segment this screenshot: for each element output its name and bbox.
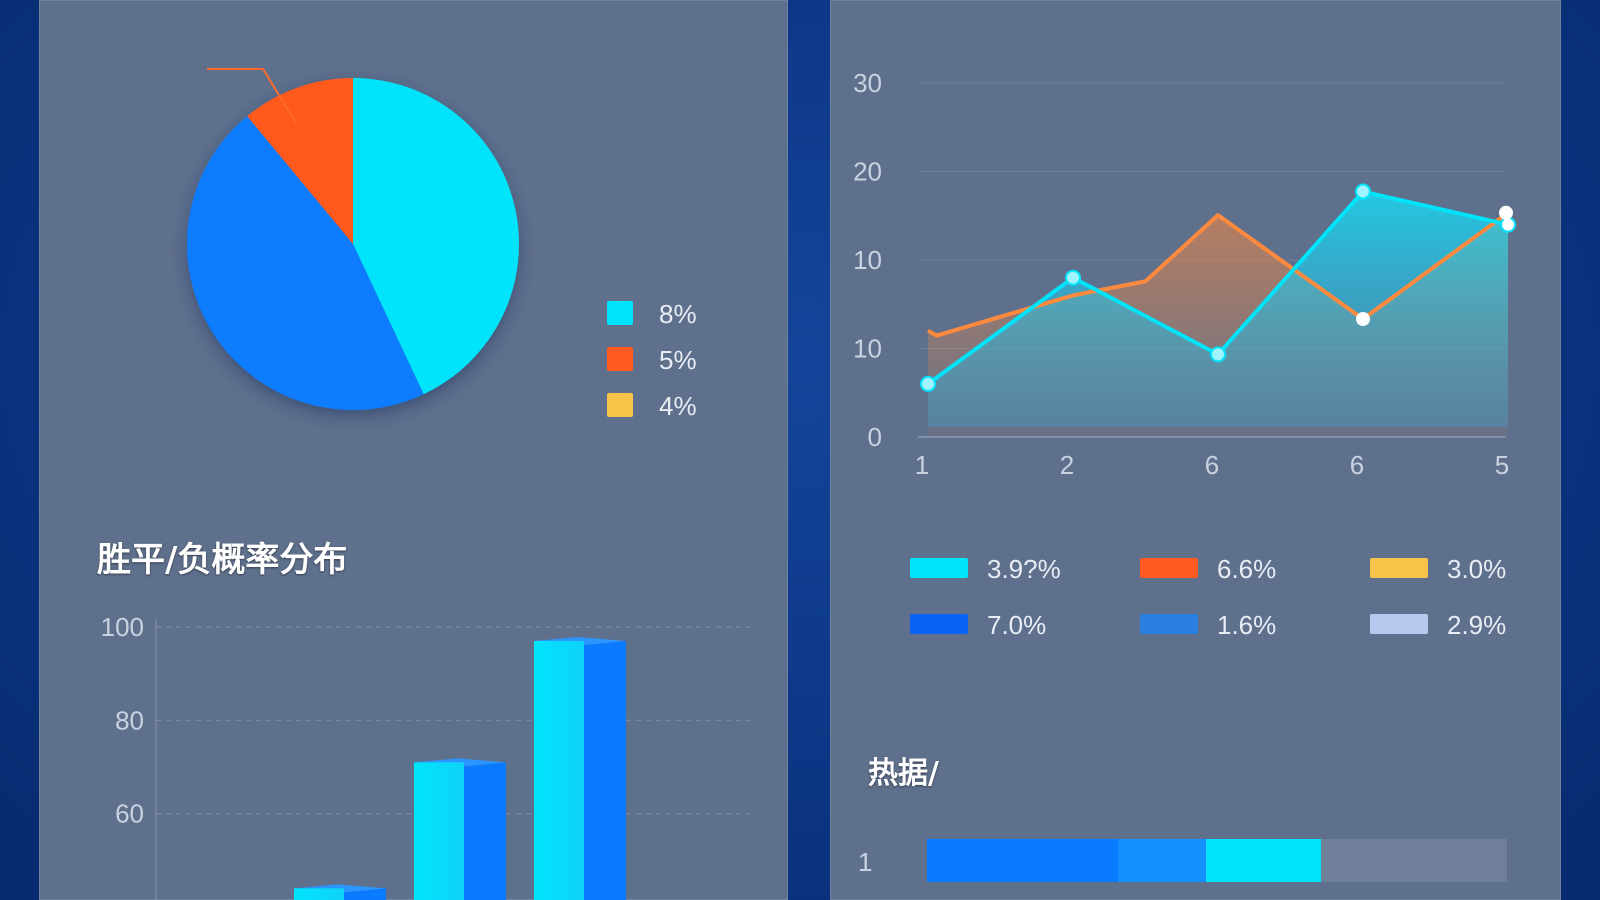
- line-y-tick: 30: [853, 68, 882, 98]
- line-legend-label: 6.6%: [1217, 554, 1276, 584]
- line-point-orange: [1499, 205, 1513, 220]
- line-point-orange: [1356, 312, 1370, 326]
- heat-bar-segment: [1118, 839, 1207, 882]
- line-chart: 30 20 10 10 0 1 2 6 6 5 3.9?% 6.6% 3.0% 7.0% 1.6% 2.9%: [853, 68, 1516, 640]
- line-legend-swatch: [910, 558, 968, 578]
- bar-y-tick: 100: [101, 612, 144, 642]
- line-y-tick: 10: [853, 334, 882, 364]
- bar-side: [344, 888, 386, 900]
- bar-chart: 100 80 60: [101, 612, 757, 900]
- line-x-tick: 5: [1495, 450, 1509, 480]
- line-x-tick: 6: [1205, 450, 1219, 480]
- line-legend-swatch: [1370, 614, 1428, 634]
- line-legend-label: 1.6%: [1217, 610, 1276, 640]
- pie-legend-label: 5%: [659, 345, 697, 375]
- line-x-tick: 6: [1350, 450, 1364, 480]
- pie-callout-line: [207, 68, 297, 124]
- pie-legend-swatch: [607, 347, 633, 371]
- pie-slice-cyan: [353, 78, 519, 395]
- right-panel: 30 20 10 10 0 1 2 6 6 5 3.9?% 6.6% 3.0% 7.0% 1.6% 2.9% …: [830, 0, 1561, 900]
- line-x-tick: 2: [1060, 450, 1074, 480]
- line-legend-swatch: [1140, 558, 1198, 578]
- heat-bar-segment: [1206, 839, 1321, 882]
- pie-slice-blue: [187, 116, 424, 410]
- line-legend-swatch: [1140, 614, 1198, 634]
- line-point-cyan: [1210, 346, 1226, 363]
- pie-legend-label: 8%: [659, 299, 697, 329]
- pie-legend-swatch: [607, 393, 633, 417]
- left-panel: 8% 5% 4% 胜平/负概率分布 100 80 60: [39, 0, 788, 900]
- heat-chart-title: 热据/: [868, 756, 939, 791]
- bar: [294, 888, 344, 900]
- bar-y-tick: 60: [115, 799, 144, 829]
- line-area-cyan: [928, 191, 1508, 427]
- bar-y-tick: 80: [115, 705, 144, 735]
- bar-chart-title: 胜平/负概率分布: [97, 540, 348, 580]
- heat-bar-segment: [927, 839, 1119, 882]
- bar-side: [464, 762, 506, 900]
- pie-chart: 8% 5% 4%: [187, 68, 697, 421]
- line-x-tick: 1: [915, 450, 929, 480]
- bar-side: [584, 641, 626, 900]
- line-legend-label: 7.0%: [987, 610, 1046, 640]
- line-legend-label: 3.0%: [1447, 554, 1506, 584]
- line-point-cyan: [1065, 269, 1081, 286]
- line-legend-swatch: [910, 614, 968, 634]
- line-legend-swatch: [1370, 558, 1428, 578]
- bar: [414, 762, 464, 900]
- line-point-cyan: [1355, 183, 1371, 200]
- heat-y-tick: 1: [858, 847, 872, 877]
- pie-legend-label: 4%: [659, 391, 697, 421]
- line-legend-label: 3.9?%: [987, 554, 1061, 584]
- pie-slice-orange: [247, 78, 353, 244]
- line-legend-label: 2.9%: [1447, 610, 1506, 640]
- line-y-tick: 10: [853, 245, 882, 275]
- line-point-cyan: [920, 375, 936, 392]
- line-y-tick: 0: [868, 422, 882, 452]
- line-y-tick: 20: [853, 157, 882, 187]
- pie-legend-swatch: [607, 301, 633, 325]
- bar: [534, 641, 584, 900]
- heat-bar-chart: 1: [858, 839, 1507, 882]
